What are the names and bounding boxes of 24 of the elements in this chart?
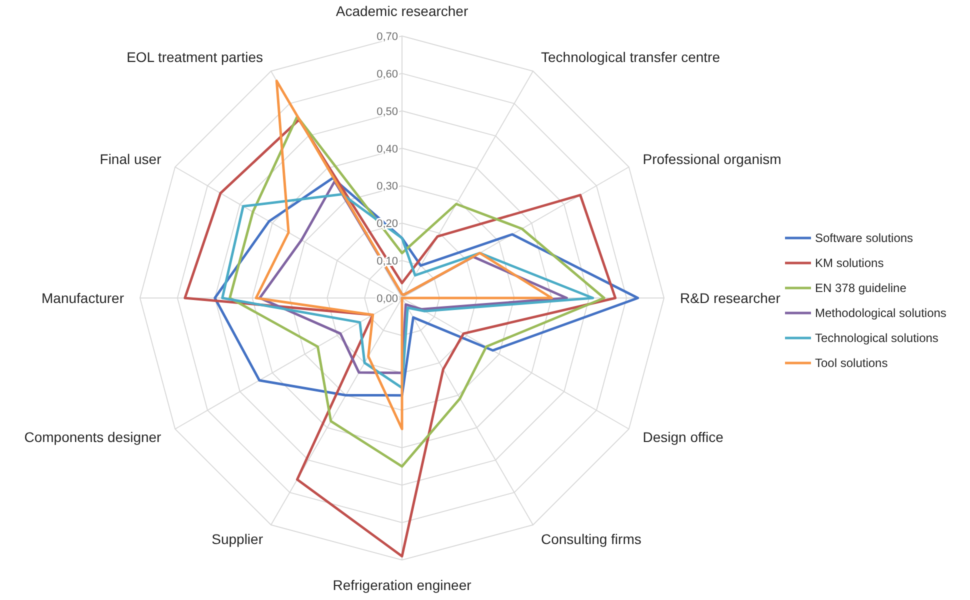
spoke-label: Manufacturer (42, 290, 124, 306)
legend-label: Technological solutions (815, 331, 938, 345)
legend-label: Software solutions (815, 231, 914, 245)
spoke-label: Final user (100, 151, 162, 167)
spoke-label: EOL treatment parties (126, 49, 263, 66)
spoke-label: Consulting firms (541, 530, 642, 547)
legend-label: Tool solutions (815, 356, 888, 370)
spoke-label: Professional organism (642, 151, 782, 167)
spoke-label: Refrigeration engineer (332, 577, 472, 593)
spoke-label: Components designer (24, 429, 162, 445)
y-tick-label: 0,60 (376, 68, 398, 80)
spoke-label: Academic researcher (336, 3, 468, 19)
spoke-label: R&D researcher (680, 290, 781, 306)
y-tick-label: 0,00 (376, 293, 398, 305)
y-tick-label: 0,40 (376, 143, 398, 156)
y-tick-label: 0,50 (376, 106, 398, 118)
spoke-label: Design office (642, 429, 724, 445)
legend-label: EN 378 guideline (815, 281, 907, 295)
legend-label: KM solutions (815, 256, 884, 270)
y-tick-label: 0,70 (376, 31, 398, 43)
spoke-label: Technological transfer centre (541, 49, 720, 66)
legend-label: Methodological solutions (815, 306, 946, 320)
y-tick-label: 0,30 (376, 180, 398, 193)
spoke-label: Supplier (212, 530, 264, 547)
